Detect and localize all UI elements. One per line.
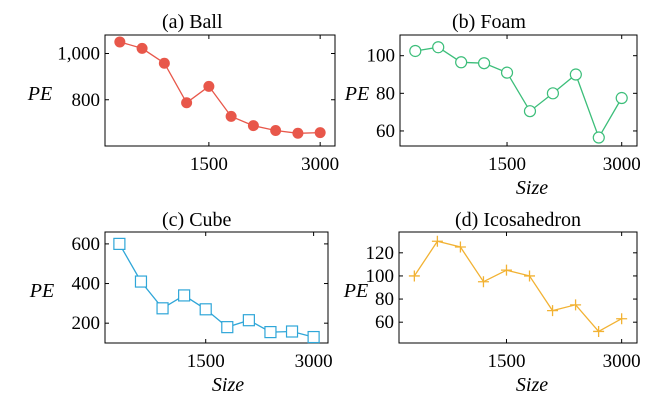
data-point — [156, 302, 169, 315]
data-point — [307, 330, 320, 344]
data-point — [134, 275, 148, 288]
data-point — [181, 97, 193, 109]
data-point — [158, 57, 170, 69]
data-point — [408, 270, 420, 282]
x-tick-label: 3000 — [295, 351, 333, 372]
data-point — [203, 80, 215, 92]
data-point — [477, 276, 489, 288]
data-point — [199, 303, 212, 316]
x-tick-label: 1500 — [487, 351, 525, 372]
plot-frame — [104, 34, 336, 147]
y-tick-label: 200 — [72, 313, 101, 334]
data-point — [524, 270, 536, 282]
series-line — [118, 243, 314, 338]
data-point — [225, 110, 237, 122]
y-tick-label: 60 — [375, 312, 394, 333]
y-tick-label: 400 — [72, 274, 101, 295]
data-point — [178, 289, 191, 302]
y-axis-label: PE — [344, 83, 369, 105]
y-tick-label: 80 — [376, 83, 395, 104]
x-axis-label: Size — [212, 374, 244, 395]
data-point — [455, 56, 468, 69]
y-axis-label: PE — [343, 280, 368, 302]
data-point — [242, 314, 255, 327]
x-tick-label: 3000 — [603, 154, 641, 175]
y-tick-label: 600 — [72, 234, 101, 255]
data-point — [285, 325, 299, 338]
x-tick-label: 1500 — [488, 154, 526, 175]
data-point — [431, 235, 443, 247]
data-point — [432, 41, 445, 54]
series-line — [415, 46, 623, 140]
plot-frame — [104, 231, 329, 344]
data-point — [616, 313, 628, 325]
y-tick-label: 60 — [376, 121, 395, 142]
data-point — [221, 321, 234, 334]
panel-3: (c) Cube 200 400 600 1500 3000 PE Size — [29, 209, 333, 395]
series-line — [413, 240, 622, 333]
data-point — [454, 241, 466, 253]
panel-title: (a) Ball — [162, 11, 223, 33]
data-point — [547, 305, 559, 317]
y-axis-label: PE — [29, 280, 54, 302]
data-point — [592, 131, 605, 144]
data-point — [500, 264, 512, 276]
data-point — [114, 36, 126, 48]
data-point — [292, 127, 304, 139]
y-tick-label: 100 — [366, 266, 395, 287]
x-tick-label: 3000 — [301, 154, 339, 175]
y-tick-label: 120 — [366, 243, 395, 264]
data-point — [113, 237, 126, 250]
x-tick-label: 3000 — [603, 351, 641, 372]
panel-title: (d) Icosahedron — [455, 209, 581, 231]
x-axis-label: Size — [516, 374, 548, 395]
panel-title: (b) Foam — [452, 11, 526, 33]
data-point — [569, 68, 582, 81]
y-tick-label: 800 — [72, 90, 101, 111]
y-tick-label: 80 — [375, 289, 394, 310]
data-point — [500, 66, 514, 79]
plot-frame — [399, 34, 638, 147]
data-point — [593, 325, 605, 337]
data-point — [523, 105, 537, 118]
y-tick-label: 1,000 — [57, 44, 100, 65]
x-axis-label: Size — [516, 177, 548, 199]
data-point — [136, 42, 148, 54]
data-point — [409, 44, 422, 58]
panel-2: (b) Foam 60 80 100 1500 3000 PE Size — [344, 11, 641, 199]
y-tick-label: 100 — [367, 46, 396, 67]
data-point — [247, 120, 259, 132]
panel-1: (a) Ball 800 1,000 1500 3000 PE — [27, 11, 339, 175]
data-point — [270, 125, 282, 137]
data-point — [570, 299, 582, 311]
data-point — [314, 127, 326, 139]
data-point — [546, 87, 560, 100]
data-point — [477, 57, 491, 70]
data-point — [264, 325, 277, 339]
y-axis-label: PE — [27, 83, 52, 105]
series-line — [119, 41, 321, 134]
x-tick-label: 1500 — [190, 154, 228, 175]
panel-title: (c) Cube — [162, 209, 232, 231]
plot-frame — [398, 231, 638, 344]
x-tick-label: 1500 — [187, 351, 225, 372]
data-point — [615, 91, 628, 105]
